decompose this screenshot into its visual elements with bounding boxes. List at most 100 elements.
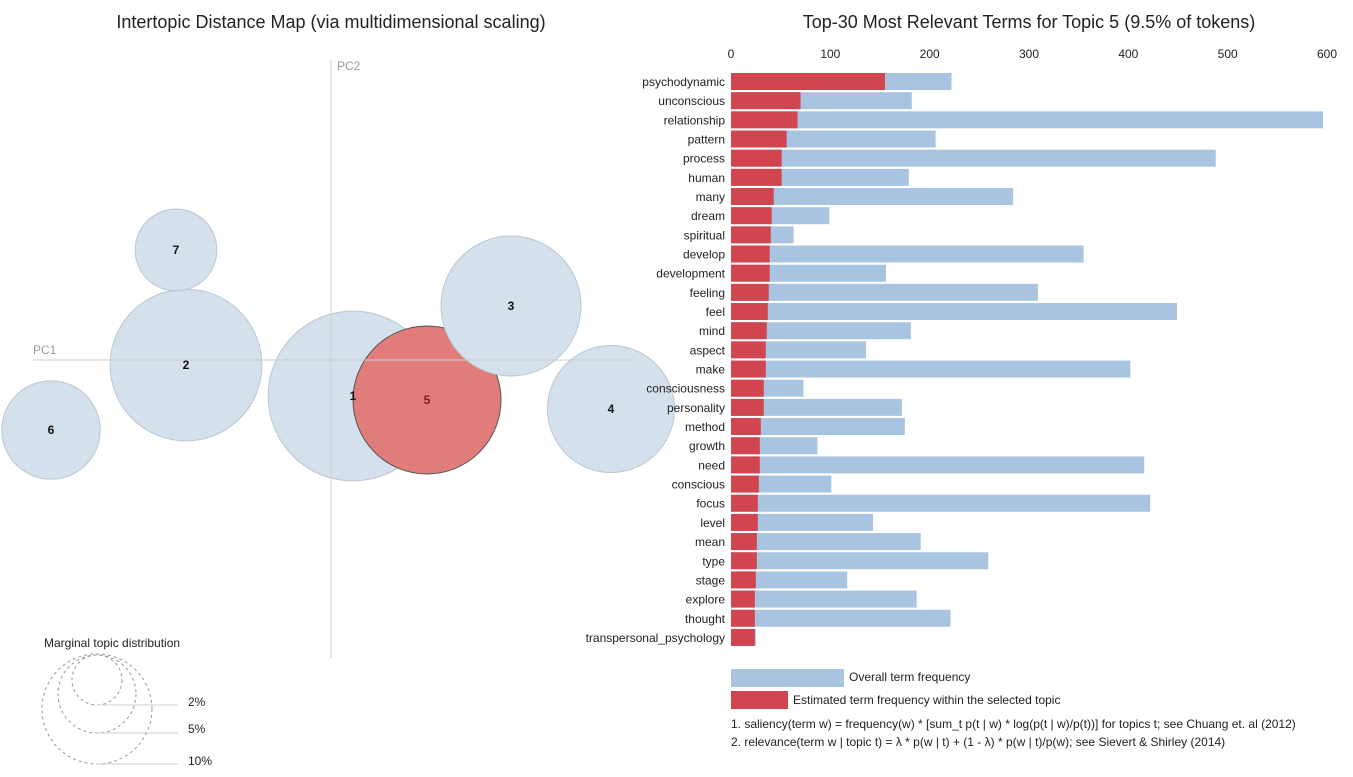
term-label-consciousness: consciousness [646,382,725,396]
topic-bar-spiritual [731,226,771,244]
legend-overall-swatch [731,669,844,687]
x-tick-400: 400 [1118,47,1138,61]
topic-label-3: 3 [508,299,515,313]
topic-bar-feeling [731,283,769,301]
top-terms-x-axis: 0 100 200 300 400 500 600 [728,47,1338,61]
topic-bubble-5 [352,325,502,475]
term-label-make: make [696,363,726,377]
topic-bar-mean [731,533,757,551]
term-label-need: need [698,458,725,472]
term-label-explore: explore [686,593,726,607]
topic-bar-relationship [731,111,798,129]
pc1-axis-label: PC1 [33,343,57,357]
topic-bar-many [731,188,774,206]
overall-bar-personality [731,398,902,416]
overall-bar-develop [731,245,1084,263]
topic-label-7: 7 [173,243,180,257]
marginal-circle-5pct [57,654,137,734]
topic-bubble-7 [134,208,218,292]
topic-bar-transpersonal_psychology [731,628,755,646]
term-label-process: process [683,152,725,166]
marginal-label-5pct: 5% [188,722,206,736]
term-label-many: many [696,190,725,204]
topic-bar-explore [731,590,755,608]
overall-bar-mind [731,322,911,340]
topic-bar-stage [731,571,756,589]
topic-bar-thought [731,609,755,627]
top-terms-bar-chart: psychodynamic unconscious relationship patt… [586,73,1324,646]
topic-label-1: 1 [350,389,357,403]
overall-bar-need [731,456,1145,474]
topic-bubble-4 [547,345,675,473]
topic-labels: 1 2 5 3 4 6 7 [48,243,615,437]
term-label-growth: growth [689,439,725,453]
term-label-method: method [685,420,725,434]
term-label-thought: thought [685,612,726,626]
topic-bar-feel [731,303,768,321]
overall-bar-method [731,418,905,436]
topic-bar-unconscious [731,92,801,110]
topic-bar-psychodynamic [731,73,885,90]
term-label-psychodynamic: psychodynamic [642,75,725,89]
x-tick-200: 200 [920,47,940,61]
topic-bar-development [731,264,770,282]
topic-bar-develop [731,245,770,263]
x-tick-100: 100 [820,47,840,61]
topic-bar-make [731,360,766,378]
term-label-pattern: pattern [688,133,725,147]
x-tick-300: 300 [1019,47,1039,61]
topic-bar-consciousness [731,379,764,397]
x-tick-500: 500 [1218,47,1238,61]
overall-bar-make [731,360,1131,378]
overall-bar-thought [731,609,951,627]
topic-bar-personality [731,398,764,416]
topic-bar-level [731,513,758,531]
topic-label-5: 5 [424,393,431,407]
term-label-relationship: relationship [664,113,726,127]
topic-label-4: 4 [608,402,615,416]
term-label-type: type [702,554,725,568]
term-label-dream: dream [691,209,725,223]
legend-topic-label: Estimated term frequency within the sele… [793,693,1060,707]
topic-bar-process [731,149,782,167]
overall-bar-feel [731,303,1178,321]
overall-bar-relationship [731,111,1324,129]
term-label-aspect: aspect [690,343,726,357]
topic-bar-need [731,456,760,474]
topic-bar-pattern [731,130,787,148]
x-tick-600: 600 [1317,47,1337,61]
overall-bar-stage [731,571,848,589]
saliency-footnote: 1. saliency(term w) = frequency(w) * [su… [731,717,1296,731]
overall-bar-feeling [731,283,1038,301]
overall-bar-type [731,552,989,570]
overall-bar-explore [731,590,917,608]
overall-bar-many [731,188,1014,206]
term-label-mean: mean [695,535,725,549]
topic-bar-human [731,168,782,186]
term-label-mind: mind [699,324,725,338]
term-label-focus: focus [696,497,725,511]
legend-overall-label: Overall term frequency [849,670,970,684]
topic-bubble-3 [440,235,582,377]
overall-bar-focus [731,494,1151,512]
marginal-label-10pct: 10% [188,754,212,768]
term-label-personality: personality [667,401,725,415]
marginal-distribution-title: Marginal topic distribution [44,636,180,650]
intertopic-map-plot [1,208,675,482]
term-label-feeling: feeling [690,286,725,300]
term-label-unconscious: unconscious [658,94,725,108]
marginal-circle-10pct [41,653,153,765]
term-label-feel: feel [706,305,725,319]
x-tick-0: 0 [728,47,735,61]
topic-bar-method [731,418,761,436]
topic-bar-growth [731,437,760,455]
term-label-develop: develop [683,248,725,262]
topic-bar-mind [731,322,767,340]
overall-bar-mean [731,533,921,551]
topic-bar-type [731,552,757,570]
term-label-stage: stage [696,573,726,587]
topic-bar-aspect [731,341,766,359]
term-label-conscious: conscious [672,478,725,492]
pc2-axis-label: PC2 [337,59,361,73]
